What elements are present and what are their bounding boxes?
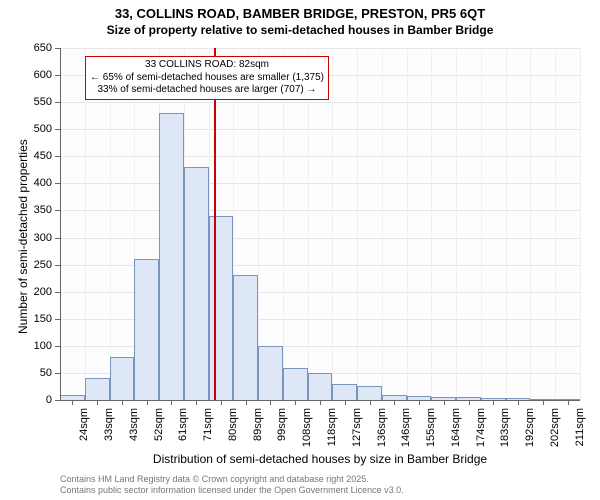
y-tick-label: 150 (0, 313, 52, 325)
gridline-vertical (456, 48, 457, 400)
y-tick-label: 600 (0, 69, 52, 81)
x-tick-label: 146sqm (400, 408, 412, 458)
gridline-vertical (85, 48, 86, 400)
x-tick-label: 43sqm (128, 408, 140, 458)
histogram-bar (258, 346, 283, 400)
callout-line1: 33 COLLINS ROAD: 82sqm (90, 59, 324, 72)
gridline-horizontal (60, 210, 580, 211)
footer-line1: Contains HM Land Registry data © Crown c… (60, 474, 404, 485)
x-tick-label: 136sqm (376, 408, 388, 458)
y-tick-label: 0 (0, 394, 52, 406)
y-tick-label: 300 (0, 232, 52, 244)
subject-callout: 33 COLLINS ROAD: 82sqm← 65% of semi-deta… (85, 56, 329, 100)
chart-container: { "title": { "line1": "33, COLLINS ROAD,… (0, 0, 600, 500)
y-tick-label: 400 (0, 177, 52, 189)
gridline-vertical (506, 48, 507, 400)
histogram-bar (159, 113, 184, 400)
gridline-vertical (431, 48, 432, 400)
gridline-vertical (382, 48, 383, 400)
histogram-bar (233, 275, 258, 400)
histogram-bar (332, 384, 357, 400)
y-tick-label: 450 (0, 150, 52, 162)
gridline-horizontal (60, 238, 580, 239)
x-tick-label: 202sqm (549, 408, 561, 458)
histogram-bar (209, 216, 234, 400)
x-tick-label: 183sqm (499, 408, 511, 458)
y-tick-label: 500 (0, 123, 52, 135)
gridline-horizontal (60, 156, 580, 157)
y-axis-line (60, 48, 61, 400)
y-tick-label: 200 (0, 286, 52, 298)
chart-footer: Contains HM Land Registry data © Crown c… (0, 474, 404, 496)
gridline-horizontal (60, 48, 580, 49)
y-tick-label: 250 (0, 259, 52, 271)
gridline-vertical (308, 48, 309, 400)
histogram-bar (85, 378, 110, 400)
chart-title-block: 33, COLLINS ROAD, BAMBER BRIDGE, PRESTON… (0, 6, 600, 37)
y-tick-label: 350 (0, 204, 52, 216)
x-tick-label: 71sqm (202, 408, 214, 458)
x-axis-line (60, 400, 580, 401)
x-tick-label: 211sqm (574, 408, 586, 458)
y-tick-label: 650 (0, 42, 52, 54)
chart-title-line2: Size of property relative to semi-detach… (0, 23, 600, 37)
x-tick-label: 61sqm (177, 408, 189, 458)
histogram-bar (357, 386, 382, 400)
x-tick-label: 108sqm (301, 408, 313, 458)
x-tick-label: 118sqm (326, 408, 338, 458)
x-tick-label: 192sqm (524, 408, 536, 458)
x-tick-label: 127sqm (351, 408, 363, 458)
callout-line3: 33% of semi-detached houses are larger (… (90, 84, 324, 97)
x-tick-label: 52sqm (153, 408, 165, 458)
gridline-horizontal (60, 183, 580, 184)
chart-title-line1: 33, COLLINS ROAD, BAMBER BRIDGE, PRESTON… (0, 6, 600, 21)
gridline-horizontal (60, 129, 580, 130)
gridline-vertical (407, 48, 408, 400)
x-tick-label: 155sqm (425, 408, 437, 458)
x-tick-label: 33sqm (103, 408, 115, 458)
x-tick-label: 24sqm (78, 408, 90, 458)
gridline-vertical (332, 48, 333, 400)
x-tick-label: 80sqm (227, 408, 239, 458)
gridline-vertical (110, 48, 111, 400)
histogram-bar (110, 357, 135, 400)
histogram-bar (308, 373, 333, 400)
histogram-bar (134, 259, 159, 400)
gridline-vertical (283, 48, 284, 400)
footer-line2: Contains public sector information licen… (60, 485, 404, 496)
gridline-vertical (555, 48, 556, 400)
plot-area (60, 48, 580, 400)
histogram-bar (184, 167, 209, 400)
callout-line2: ← 65% of semi-detached houses are smalle… (90, 72, 324, 85)
x-tick-label: 164sqm (450, 408, 462, 458)
y-tick-label: 550 (0, 96, 52, 108)
subject-marker-line (214, 48, 216, 400)
gridline-vertical (530, 48, 531, 400)
gridline-vertical (357, 48, 358, 400)
gridline-horizontal (60, 102, 580, 103)
gridline-vertical (481, 48, 482, 400)
y-tick-label: 100 (0, 340, 52, 352)
x-tick-label: 99sqm (276, 408, 288, 458)
x-tick-label: 174sqm (475, 408, 487, 458)
x-tick-label: 89sqm (252, 408, 264, 458)
histogram-bar (283, 368, 308, 400)
gridline-vertical (580, 48, 581, 400)
y-tick-label: 50 (0, 367, 52, 379)
